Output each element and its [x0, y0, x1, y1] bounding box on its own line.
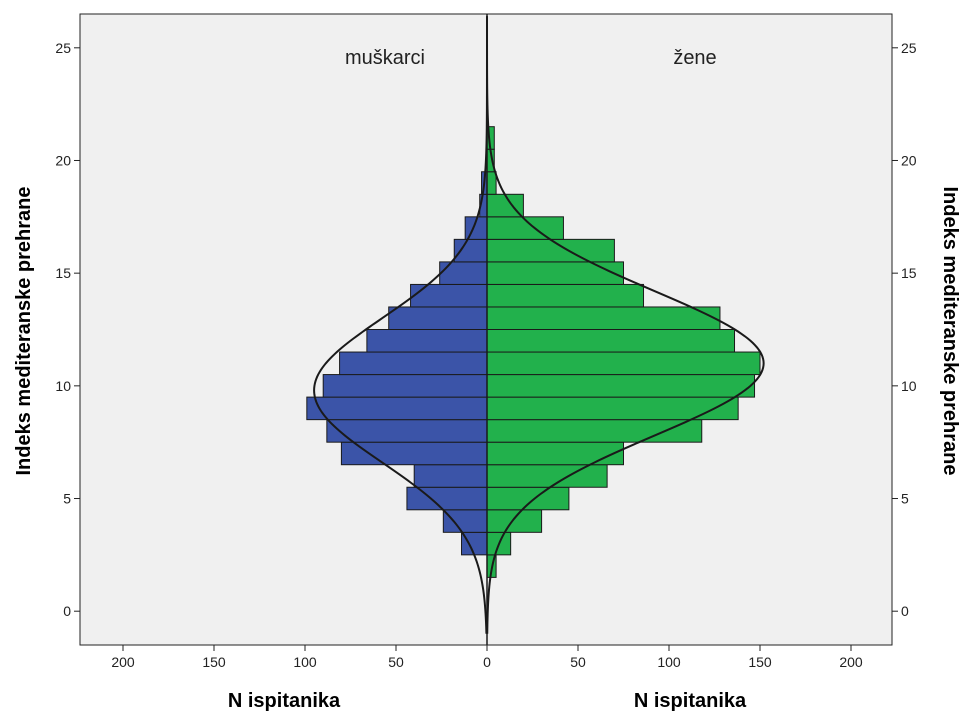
women-bar-8 [486, 419, 703, 443]
normal-curve-women [486, 16, 765, 634]
men-bar-7 [340, 441, 488, 466]
bars-women-group [486, 126, 761, 578]
men-bar-10 [322, 374, 488, 398]
women-bar-7 [486, 441, 624, 466]
x-tick-label-center-0: 0 [483, 654, 491, 670]
x-tick-label-right-200: 200 [839, 654, 863, 670]
men-bar-12 [366, 329, 488, 353]
plot-frame [79, 13, 893, 646]
x-tick-label-left-200: 200 [111, 654, 135, 670]
men-bar-13 [388, 306, 488, 331]
y-axis-title-right: Indeks mediteranske prehrane [939, 186, 961, 475]
y-axis-right: 0 5 10 15 20 25 [892, 40, 917, 619]
men-bar-4 [442, 509, 488, 533]
women-bar-5 [486, 486, 570, 511]
y-axis-left: 0 5 10 15 20 25 [55, 40, 80, 619]
x-tick-label-right-150: 150 [748, 654, 772, 670]
y-tick-label-left-25: 25 [55, 40, 71, 56]
men-bar-6 [413, 464, 488, 488]
men-bar-16 [453, 238, 488, 263]
men-bar-5 [406, 486, 488, 511]
x-axis-title-right: N ispitanika [634, 690, 747, 712]
women-bar-6 [486, 464, 608, 488]
x-tick-label-left-100: 100 [293, 654, 317, 670]
women-bar-19 [486, 171, 497, 195]
panel-label-men: muškarci [345, 47, 425, 69]
x-axis: 0 50 50 100 100 150 150 200 200 [111, 645, 863, 670]
x-tick-label-right-100: 100 [657, 654, 681, 670]
y-tick-label-right-20: 20 [901, 152, 917, 168]
men-bar-9 [306, 396, 488, 421]
men-bar-14 [410, 283, 488, 308]
y-tick-label-right-10: 10 [901, 378, 917, 394]
y-tick-label-left-5: 5 [63, 491, 71, 507]
x-axis-title-left: N ispitanika [228, 690, 341, 712]
women-bar-16 [486, 238, 615, 263]
women-bar-15 [486, 261, 624, 285]
bars-men-group [306, 171, 488, 556]
women-bar-14 [486, 283, 645, 308]
women-bar-4 [486, 509, 543, 533]
y-tick-label-right-5: 5 [901, 491, 909, 507]
panel-label-women: žene [673, 47, 716, 69]
men-bar-15 [439, 261, 488, 285]
men-bar-8 [326, 419, 488, 443]
y-tick-label-right-15: 15 [901, 265, 917, 281]
x-tick-label-left-50: 50 [388, 654, 404, 670]
women-bar-13 [486, 306, 721, 331]
women-bar-10 [486, 374, 756, 398]
men-bar-11 [339, 351, 488, 376]
y-tick-label-left-20: 20 [55, 152, 71, 168]
x-tick-label-right-50: 50 [570, 654, 586, 670]
y-tick-label-left-0: 0 [63, 603, 71, 619]
y-tick-label-right-25: 25 [901, 40, 917, 56]
women-bar-12 [486, 329, 736, 353]
y-tick-label-left-15: 15 [55, 265, 71, 281]
women-bar-11 [486, 351, 761, 376]
y-tick-label-left-10: 10 [55, 378, 71, 394]
y-axis-title-left: Indeks mediteranske prehrane [13, 186, 35, 475]
y-tick-label-right-0: 0 [901, 603, 909, 619]
x-tick-label-left-150: 150 [202, 654, 226, 670]
